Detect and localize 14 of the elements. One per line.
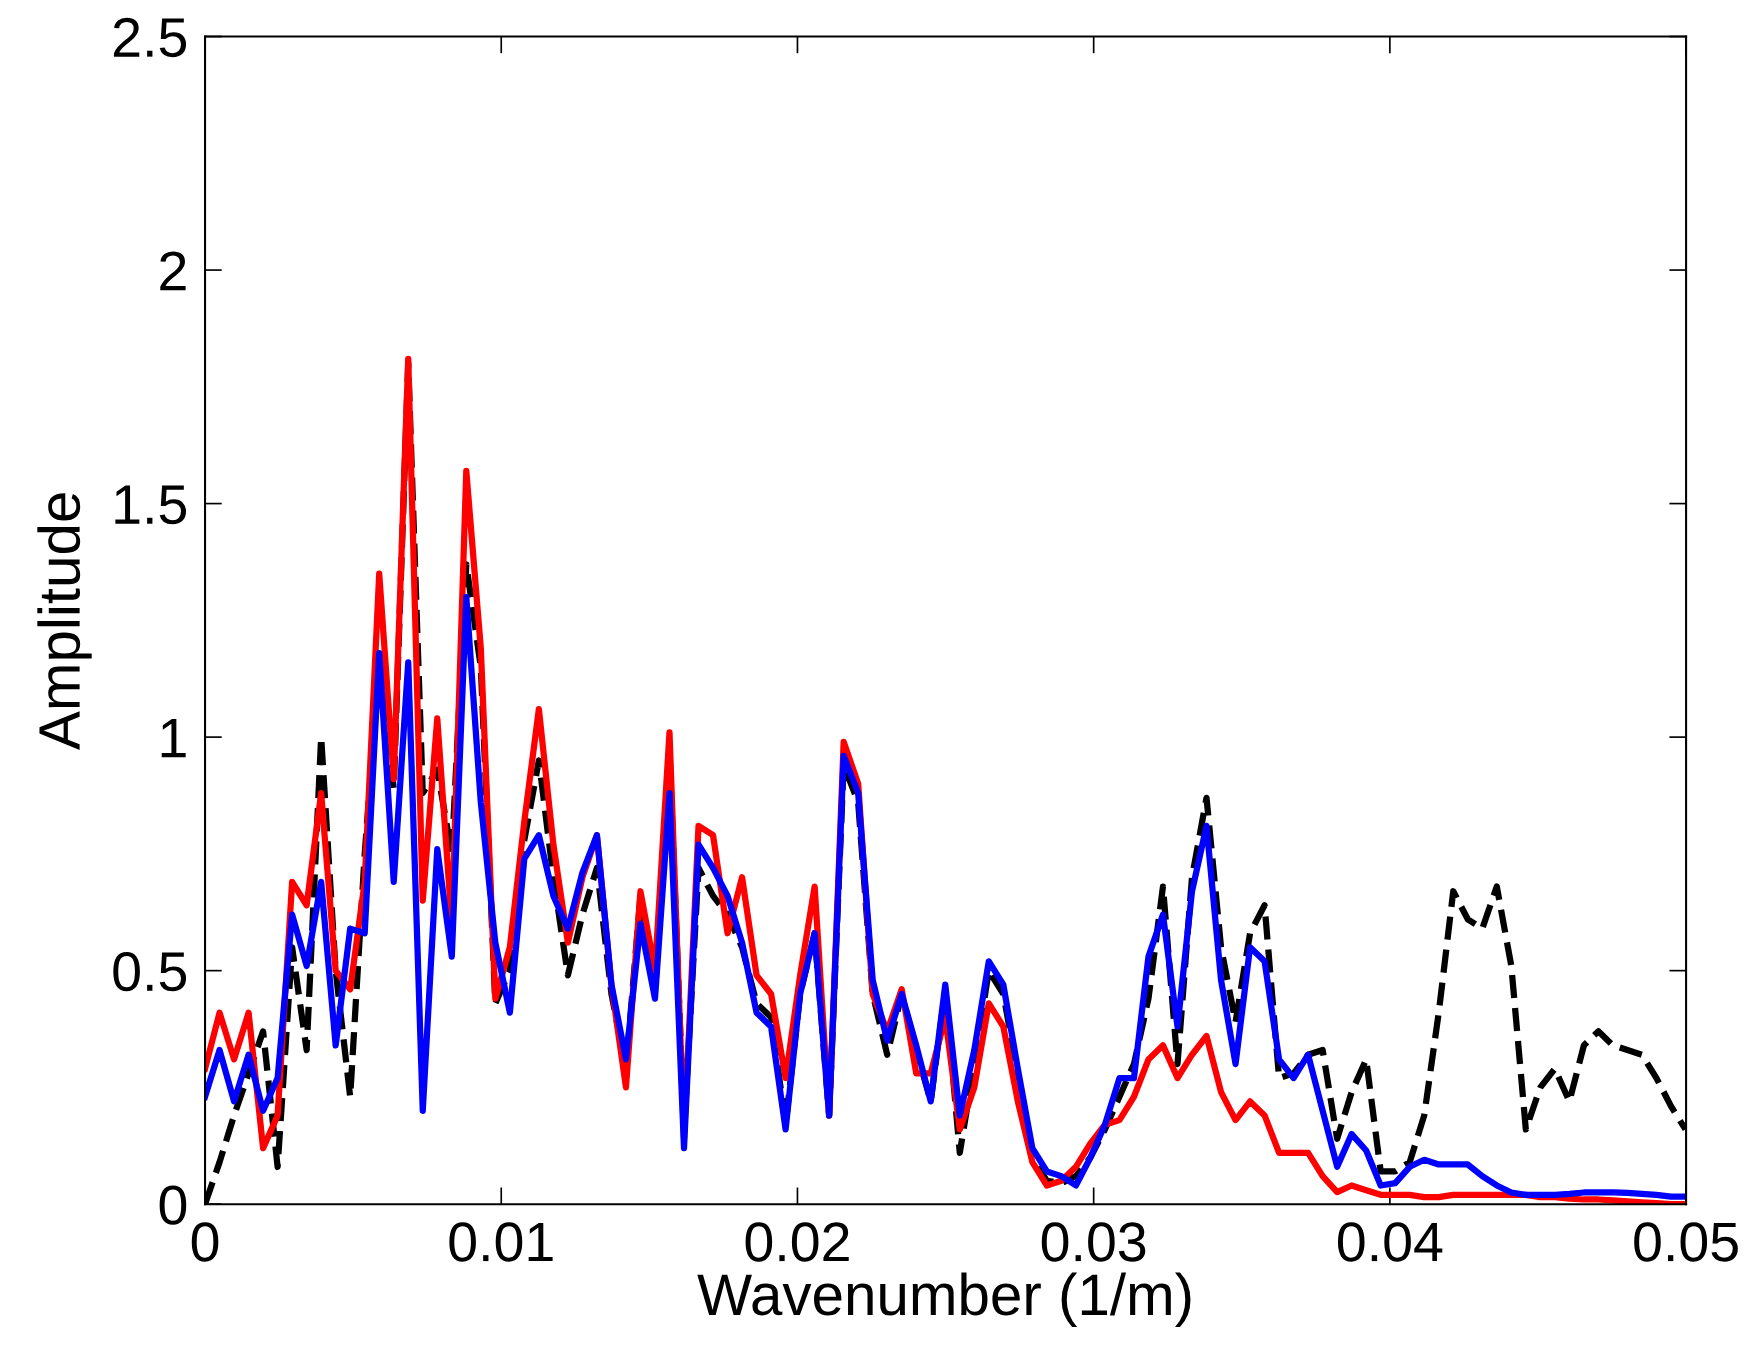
x-tick-label: 0.05 [1634,1222,1738,1262]
x-axis-title: Wavenumber (1/m) [697,1272,1191,1327]
y-tick-label: 0 [159,1185,187,1225]
y-tick-label: 1 [161,719,186,758]
y-axis-title: Amplitude [37,493,92,750]
x-tick-label: 0.02 [745,1222,849,1262]
x-tick-label: 0.03 [1041,1222,1146,1262]
x-tick-label: 0 [191,1222,219,1262]
y-tick-label: 1.5 [115,485,187,525]
x-tick-label: 0.01 [449,1222,553,1262]
y-tick-label: 0.5 [113,951,187,992]
y-tick-label: 2 [160,251,186,291]
x-tick-label: 0.04 [1337,1222,1443,1262]
y-tick-label: 2.5 [113,17,187,58]
